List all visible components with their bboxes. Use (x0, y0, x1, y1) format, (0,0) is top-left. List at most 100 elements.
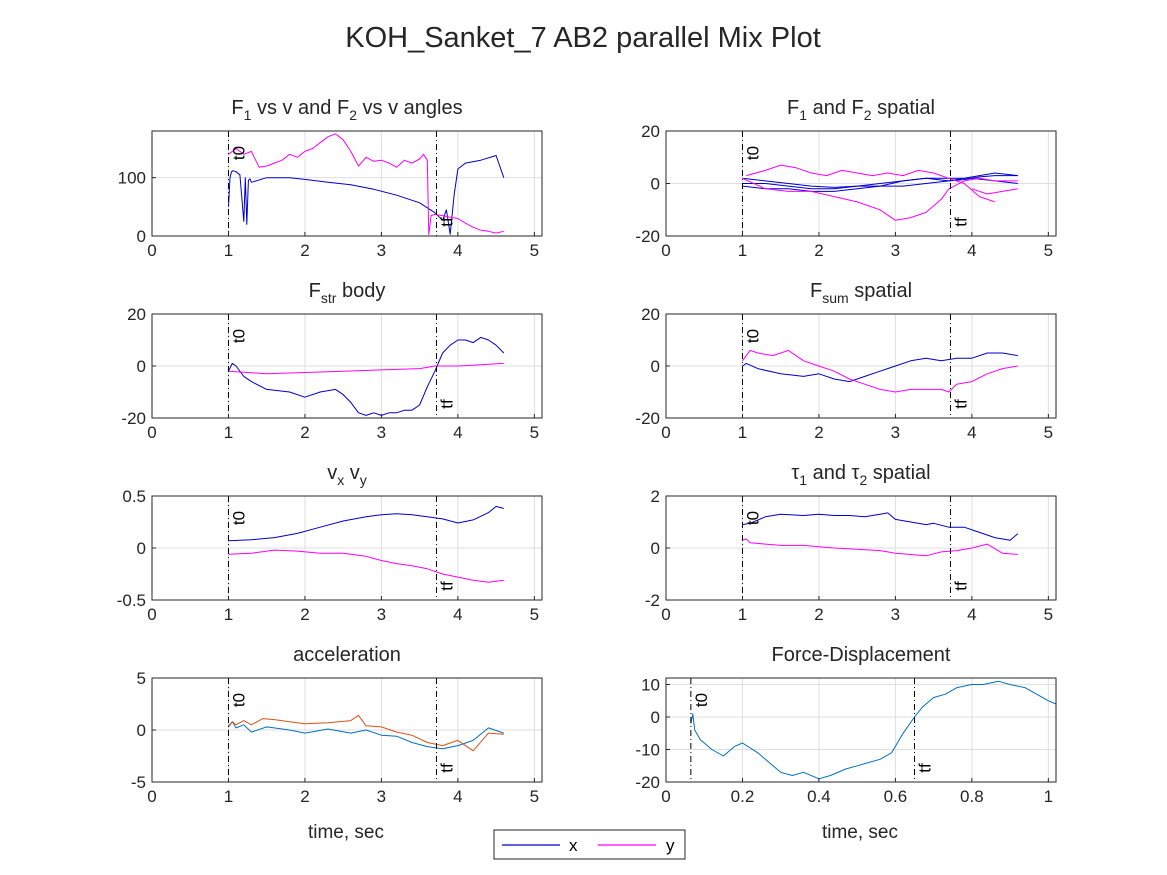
x-tick-label: 0 (147, 605, 156, 624)
series-line-2 (228, 549, 504, 583)
title-text: spatial (849, 280, 912, 302)
series-line-1 (228, 155, 505, 235)
series-line-2 (742, 349, 1018, 393)
x-tick-label: 5 (1044, 605, 1053, 624)
x-tick-label: 2 (814, 423, 823, 442)
event-label-t0: t0 (229, 146, 248, 160)
x-tick-label: 2 (300, 241, 309, 260)
title-text: F (231, 97, 243, 119)
x-tick-label: 4 (453, 241, 462, 260)
x-tick-label: 4 (453, 605, 462, 624)
x-tick-label: 5 (530, 241, 539, 260)
x-tick-label: 2 (814, 241, 823, 260)
y-tick-label: -20 (121, 409, 146, 428)
title-text: spatial (872, 97, 935, 119)
x-tick-label: 2 (814, 605, 823, 624)
event-label-tf: tf (437, 763, 456, 773)
subplot-8: t0 tf 0 0.2 0.4 0.6 0.8 1 -20 -10 0 10 Force-Displac… (635, 644, 1057, 806)
title-text: and τ (807, 462, 859, 484)
event-label-t0: t0 (743, 511, 762, 525)
series-line-1 (742, 352, 1018, 383)
title-text: and F (807, 97, 864, 119)
title-text: body (336, 280, 385, 302)
x-tick-label: 1 (224, 423, 233, 442)
x-tick-label: 2 (300, 423, 309, 442)
event-label-tf: tf (437, 399, 456, 409)
title-text: τ (791, 462, 799, 484)
event-label-tf: tf (916, 763, 935, 773)
series-line-1 (228, 505, 504, 542)
x-tick-label: 2 (300, 605, 309, 624)
x-tick-label: 5 (530, 787, 539, 806)
title-text: acceleration (293, 644, 401, 666)
legend-label-y: y (666, 836, 675, 855)
series-line-4 (742, 177, 1018, 221)
subplot-title: Fstr body (309, 280, 386, 306)
x-tick-label: 1 (738, 423, 747, 442)
title-text: v (327, 462, 337, 484)
figure-title: KOH_Sanket_7 AB2 parallel Mix Plot (345, 22, 821, 54)
x-tick-label: 5 (530, 423, 539, 442)
title-text: spatial (867, 462, 930, 484)
title-subscript: 2 (349, 107, 357, 123)
x-tick-label: 3 (891, 241, 900, 260)
title-subscript: str (321, 290, 337, 306)
y-tick-label: -0.5 (117, 591, 146, 610)
series-line-2 (742, 172, 1018, 192)
event-label-tf: tf (951, 581, 970, 591)
x-tick-label: 1 (224, 787, 233, 806)
plot-area (151, 130, 543, 237)
title-subscript: sum (822, 290, 848, 306)
y-tick-label: 0 (651, 357, 660, 376)
x-tick-label: 0 (147, 241, 156, 260)
event-label-tf: tf (437, 217, 456, 227)
y-tick-label: 100 (118, 169, 146, 188)
event-label-t0: t0 (743, 329, 762, 343)
event-label-tf: tf (951, 399, 970, 409)
x-tick-label: 1 (738, 241, 747, 260)
subplot-title: Fsum spatial (810, 280, 912, 306)
x-tick-label: 0 (661, 423, 670, 442)
subplot-title: Force-Displacement (772, 644, 951, 666)
x-tick-label: 3 (377, 787, 386, 806)
x-tick-label: 4 (453, 787, 462, 806)
x-tick-label: 1 (738, 605, 747, 624)
x-axis-label-right: time, sec (822, 822, 898, 843)
event-label-t0: t0 (229, 329, 248, 343)
subplot-title: τ1 and τ2 spatial (791, 462, 930, 488)
x-tick-label: 4 (453, 423, 462, 442)
y-tick-label: 2 (651, 487, 660, 506)
x-tick-label: 0 (661, 787, 670, 806)
y-tick-label: 10 (641, 676, 660, 695)
series-line-2 (228, 714, 504, 752)
series-line-1 (228, 336, 505, 416)
series-line-1 (228, 721, 504, 750)
x-tick-label: 1 (1044, 787, 1053, 806)
title-text: Force-Displacement (772, 644, 951, 666)
x-tick-label: 1 (224, 605, 233, 624)
plot-frame (665, 677, 1057, 783)
legend: x y (493, 829, 686, 860)
y-tick-label: -2 (645, 591, 660, 610)
x-tick-label: 4 (967, 605, 976, 624)
event-label-tf: tf (437, 581, 456, 591)
x-tick-label: 1 (224, 241, 233, 260)
subplot-title: acceleration (293, 644, 401, 666)
y-tick-label: 0 (137, 227, 146, 246)
event-label-t0: t0 (229, 693, 248, 707)
event-label-t0: t0 (692, 693, 711, 707)
title-subscript: 1 (799, 472, 807, 488)
y-tick-label: -20 (635, 409, 660, 428)
x-tick-label: 0.4 (807, 787, 831, 806)
y-tick-label: 0 (137, 357, 146, 376)
series-line-3 (742, 177, 1018, 190)
x-tick-label: 0 (661, 605, 670, 624)
subplot-title: F1 vs v and F2 vs v angles (231, 97, 462, 123)
series-line-2 (228, 362, 504, 375)
series-line-2 (228, 133, 504, 236)
series-line-2 (742, 538, 1018, 557)
